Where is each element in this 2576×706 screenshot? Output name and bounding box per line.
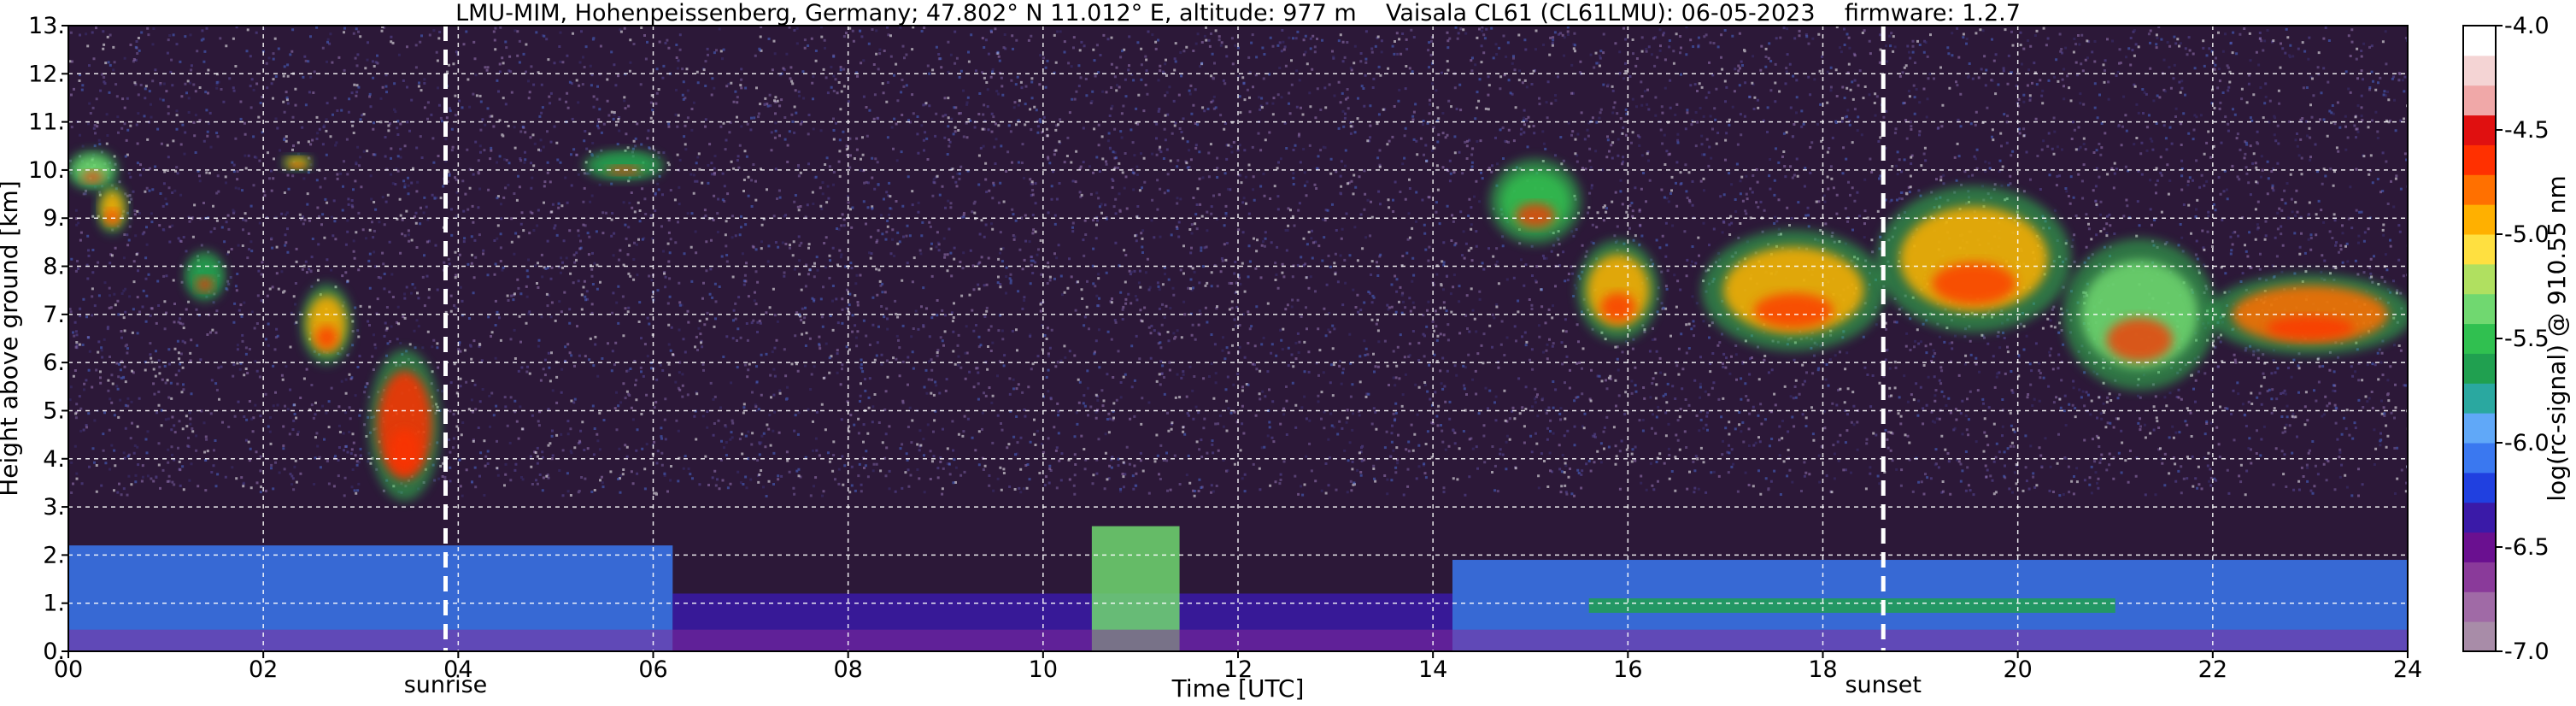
colorbar-tick-label: -6.0 xyxy=(2504,430,2550,456)
cloud-core xyxy=(1932,262,2016,305)
cloud-core xyxy=(81,171,104,183)
colorbar-label: log(rc-signal) @ 910.55 nm xyxy=(2543,175,2571,501)
y-tick-label: 10. xyxy=(28,157,65,184)
colorbar-tick-label: -7.0 xyxy=(2504,638,2550,665)
y-tick-label: 3. xyxy=(43,494,65,521)
colorbar-segment xyxy=(2463,323,2496,354)
event-labels: sunrise sunset xyxy=(404,672,1922,698)
y-tick-label: 2. xyxy=(43,542,65,568)
chart-title: LMU-MIM, Hohenpeissenberg, Germany; 47.8… xyxy=(455,0,2021,26)
colorbar-tick-label: -4.0 xyxy=(2504,13,2550,39)
colorbar-segment xyxy=(2463,263,2496,295)
colorbar-segment xyxy=(2463,115,2496,145)
colorbar-segment xyxy=(2463,591,2496,622)
colorbar-segment xyxy=(2463,174,2496,205)
grid xyxy=(68,26,2408,651)
x-tick-label: 18 xyxy=(1808,656,1837,683)
y-tick-label: 6. xyxy=(43,350,65,376)
cloud-layer xyxy=(68,150,2408,502)
cloud-core xyxy=(315,326,338,350)
event-lines xyxy=(443,26,1886,651)
y-tick-label: 5. xyxy=(43,397,65,424)
cloud-core xyxy=(389,428,420,473)
colorbar-segment xyxy=(2463,413,2496,444)
colorbar-segment xyxy=(2463,621,2496,652)
x-tick-label: 12 xyxy=(1223,656,1253,683)
cloud-core xyxy=(105,209,120,225)
colorbar-ticks: -7.0 -6.5 -6.0 -5.5 -5.0 -4.5 -4.0 xyxy=(2496,13,2550,665)
plot-area xyxy=(68,26,2408,651)
x-tick-label: 02 xyxy=(249,656,278,683)
y-tick-label: 8. xyxy=(43,254,65,280)
colorbar-segment xyxy=(2463,293,2496,325)
x-tick-label: 00 xyxy=(54,656,83,683)
boundary-layer xyxy=(68,526,2408,651)
colorbar-tick-label: -5.5 xyxy=(2504,326,2550,352)
x-tick-label: 22 xyxy=(2198,656,2227,683)
y-tick-label: 1. xyxy=(43,591,65,617)
cloud-core xyxy=(1515,203,1556,228)
x-tick-label: 24 xyxy=(2393,656,2422,683)
y-axis: 0. 1. 2. 3. 4. 5. 6. 7. 8. 9. 10. 11. 12. 13. xyxy=(28,13,68,665)
y-axis-label: Height above ground [km] xyxy=(0,180,23,497)
y-tick-label: 4. xyxy=(43,446,65,473)
sunrise-label: sunrise xyxy=(404,672,488,698)
colorbar-segment xyxy=(2463,472,2496,503)
colorbar-tick-label: -5.0 xyxy=(2504,221,2550,248)
colorbar-segment xyxy=(2463,85,2496,116)
colorbar-segment xyxy=(2463,443,2496,474)
x-tick-label: 04 xyxy=(443,656,472,683)
colorbar-segment xyxy=(2463,532,2496,562)
y-tick-label: 7. xyxy=(43,302,65,328)
cloud-core xyxy=(2106,318,2173,362)
x-axis: 00 02 04 06 08 10 12 14 16 18 20 22 24 xyxy=(54,651,2422,683)
colorbar xyxy=(2463,26,2496,652)
x-tick-label: 10 xyxy=(1029,656,1058,683)
colorbar-segment xyxy=(2463,383,2496,414)
cloud-core xyxy=(2266,316,2355,340)
sunset-label: sunset xyxy=(1845,672,1922,698)
x-tick-label: 06 xyxy=(638,656,667,683)
colorbar-segment xyxy=(2463,204,2496,235)
y-tick-label: 9. xyxy=(43,205,65,232)
x-tick-label: 08 xyxy=(833,656,862,683)
cloud-core xyxy=(1600,292,1636,322)
colorbar-segment xyxy=(2463,562,2496,592)
colorbar-segment xyxy=(2463,353,2496,384)
colorbar-segment xyxy=(2463,502,2496,533)
colorbar-tick-label: -4.5 xyxy=(2504,117,2550,144)
colorbar-segment xyxy=(2463,234,2496,265)
y-tick-label: 13. xyxy=(28,13,65,39)
x-axis-label: Time [UTC] xyxy=(1171,674,1305,703)
cloud-core xyxy=(290,162,304,168)
colorbar-segment xyxy=(2463,55,2496,86)
cloud-core xyxy=(196,277,214,292)
colorbar-segment xyxy=(2463,144,2496,175)
cloud-core xyxy=(1754,293,1834,328)
colorbar-tick-label: -6.5 xyxy=(2504,534,2550,561)
y-tick-label: 12. xyxy=(28,61,65,87)
y-tick-label: 0. xyxy=(43,638,65,665)
boundary-layer-band xyxy=(1588,598,2115,613)
x-tick-label: 20 xyxy=(2003,656,2032,683)
y-tick-label: 11. xyxy=(28,109,65,136)
colorbar-segment xyxy=(2463,26,2496,56)
x-tick-label: 14 xyxy=(1418,656,1447,683)
x-tick-label: 16 xyxy=(1613,656,1642,683)
